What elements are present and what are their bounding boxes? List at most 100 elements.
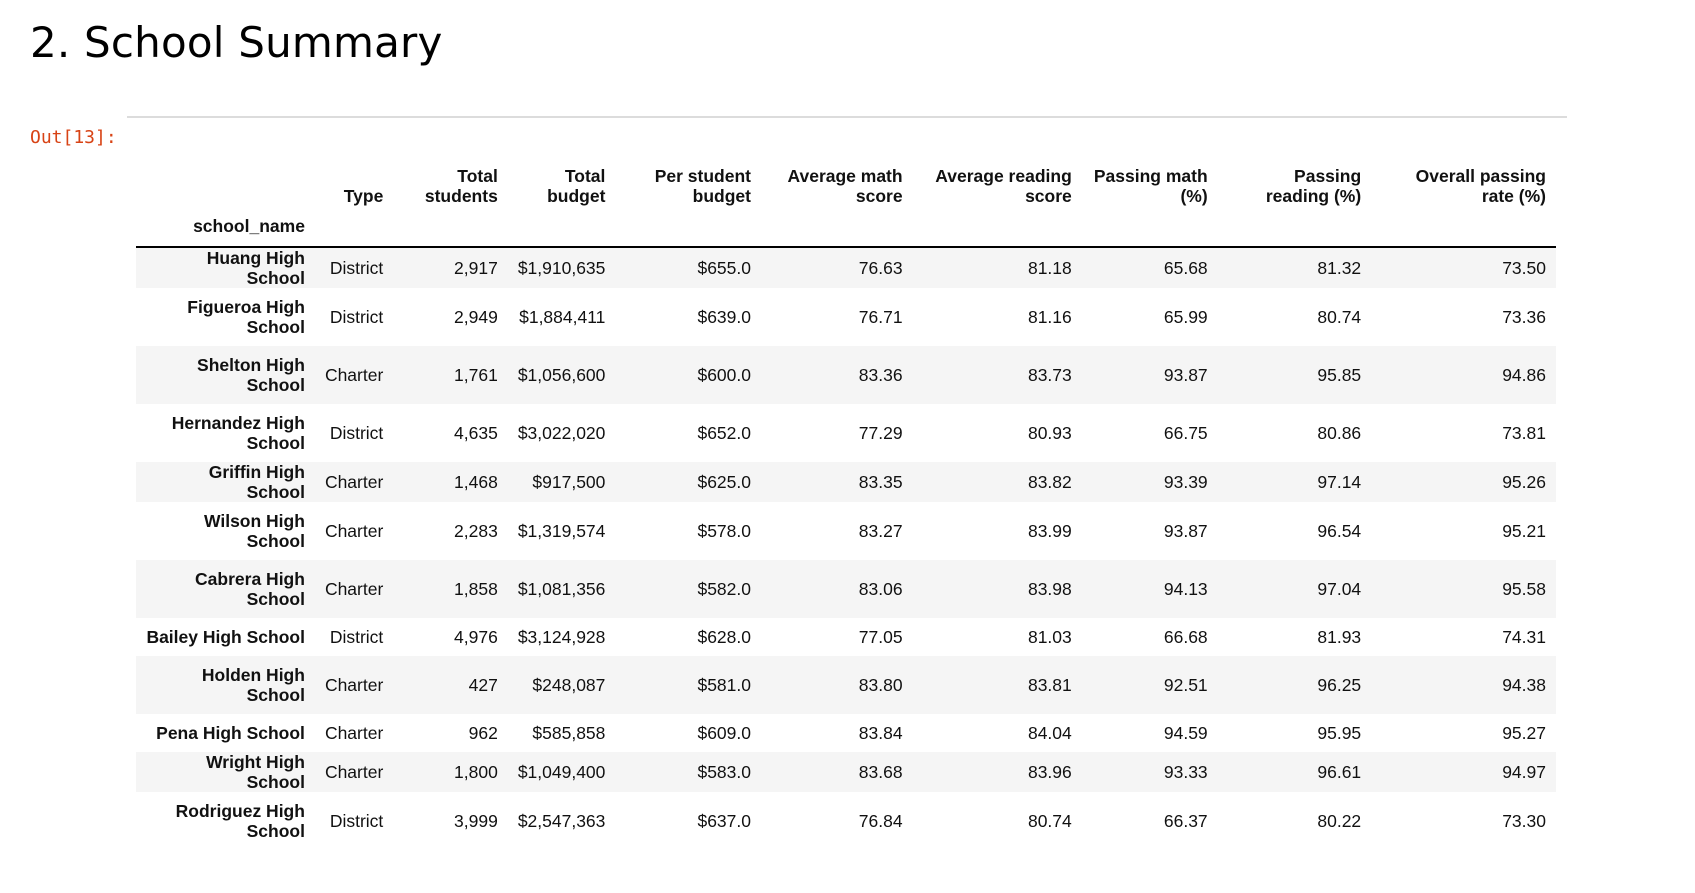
column-header-total-students: Total students (424, 166, 498, 206)
row-school-name: Griffin High School (208, 462, 305, 502)
table-row: Pena High School Charter 962 $585,858 $609.0… (136, 714, 1556, 752)
table-cell: $639.0 (697, 306, 751, 327)
table-body: Huang High School District 2,917 $1,910,635… (136, 247, 1556, 850)
table-cell: $3,124,928 (517, 626, 606, 647)
table-cell: 81.16 (1027, 306, 1072, 327)
table-row: Wright High School Charter 1,800 $1,049,400… (136, 752, 1556, 792)
table-cell: 73.30 (1502, 810, 1546, 831)
table-cell: 94.86 (1502, 364, 1546, 385)
table-cell: $585,858 (532, 722, 606, 743)
output-prompt: Out[13]: (30, 127, 117, 148)
row-school-name: Pena High School (156, 723, 305, 743)
table-row: Shelton High School Charter 1,761 $1,056,60… (136, 346, 1556, 404)
column-header-passing-reading: Passing reading (%) (1265, 166, 1362, 206)
table-cell: 76.71 (858, 306, 903, 327)
table-row: Wilson High School Charter 2,283 $1,319,574… (136, 502, 1556, 560)
table-cell: 94.59 (1163, 722, 1208, 743)
cell-divider (127, 116, 1567, 118)
table-cell: 76.63 (858, 257, 903, 278)
table-cell: 73.50 (1502, 257, 1546, 278)
school-summary-table: Type Total students Total budget Per stu… (136, 140, 1556, 850)
table-cell: 95.58 (1502, 578, 1546, 599)
table-cell: $625.0 (697, 471, 751, 492)
column-header-average-reading-score: Average reading score (935, 166, 1072, 206)
table-cell: 83.98 (1027, 578, 1072, 599)
table-cell: 94.38 (1502, 674, 1546, 695)
row-school-name: Bailey High School (146, 627, 305, 647)
table-cell: 83.68 (858, 761, 903, 782)
table-cell: 95.27 (1502, 722, 1546, 743)
table-cell: 96.25 (1317, 674, 1362, 695)
table-cell: District (329, 422, 384, 443)
table-cell: Charter (324, 471, 384, 492)
table-cell: $652.0 (697, 422, 751, 443)
table-cell: 95.85 (1317, 364, 1362, 385)
column-header-overall-passing-rate: Overall passing rate (%) (1415, 166, 1546, 206)
table-cell: 80.93 (1027, 422, 1072, 443)
table-cell: Charter (324, 722, 384, 743)
table-cell: 97.04 (1317, 578, 1362, 599)
row-school-name: Wright High School (206, 752, 305, 792)
table-cell: $1,319,574 (517, 520, 606, 541)
table-cell: $248,087 (532, 674, 606, 695)
table-row: Rodriguez High School District 3,999 $2,547… (136, 792, 1556, 850)
table-row: Holden High School Charter 427 $248,087 $581… (136, 656, 1556, 714)
table-cell: $582.0 (697, 578, 751, 599)
table-cell: 962 (468, 722, 498, 743)
table-cell: 83.36 (858, 364, 903, 385)
table-cell: $917,500 (532, 471, 606, 492)
table-cell: Charter (324, 578, 384, 599)
table-cell: Charter (324, 674, 384, 695)
table-cell: 4,976 (454, 626, 498, 647)
table-row: Cabrera High School Charter 1,858 $1,081,35… (136, 560, 1556, 618)
table-cell: 65.99 (1163, 306, 1208, 327)
table-cell: 81.18 (1027, 257, 1072, 278)
table-cell: $628.0 (697, 626, 751, 647)
table-cell: 80.22 (1317, 810, 1362, 831)
table-cell: 4,635 (454, 422, 498, 443)
table-cell: 2,283 (454, 520, 498, 541)
table-cell: 93.87 (1163, 520, 1208, 541)
table-cell: 94.97 (1502, 761, 1546, 782)
table-cell: $2,547,363 (517, 810, 606, 831)
index-name-header: school_name (193, 216, 305, 236)
table-cell: 96.61 (1317, 761, 1362, 782)
table-cell: $600.0 (697, 364, 751, 385)
table-cell: District (329, 810, 384, 831)
section-heading: 2. School Summary (30, 18, 443, 67)
table-cell: 73.81 (1502, 422, 1546, 443)
table-cell: 81.93 (1317, 626, 1362, 647)
row-school-name: Rodriguez High School (175, 801, 305, 841)
table-cell: $1,049,400 (517, 761, 606, 782)
column-header-passing-math: Passing math (%) (1093, 166, 1208, 206)
table-cell: 83.84 (858, 722, 903, 743)
table-cell: 83.35 (858, 471, 903, 492)
table-cell: 93.87 (1163, 364, 1208, 385)
table-cell: 83.80 (858, 674, 903, 695)
table-row: Bailey High School District 4,976 $3,124,92… (136, 618, 1556, 656)
table-cell: Charter (324, 364, 384, 385)
table-cell: 83.06 (858, 578, 903, 599)
table-cell: 94.13 (1163, 578, 1208, 599)
table-cell: 1,800 (454, 761, 498, 782)
table-cell: $581.0 (697, 674, 751, 695)
index-name-row: school_name (136, 212, 1556, 247)
table-cell: 95.21 (1502, 520, 1546, 541)
row-school-name: Hernandez High School (171, 413, 305, 453)
column-header-average-math-score: Average math score (787, 166, 903, 206)
table-cell: 2,949 (454, 306, 498, 327)
index-corner (136, 140, 315, 212)
table-cell: 77.05 (858, 626, 903, 647)
table-cell: $1,056,600 (517, 364, 606, 385)
table-cell: $1,081,356 (517, 578, 606, 599)
table-cell: 83.81 (1027, 674, 1072, 695)
table-cell: 74.31 (1502, 626, 1546, 647)
table-cell: 73.36 (1502, 306, 1546, 327)
table-cell: $578.0 (697, 520, 751, 541)
column-header-row: Type Total students Total budget Per stu… (136, 140, 1556, 212)
table-cell: District (329, 306, 384, 327)
table-row: Huang High School District 2,917 $1,910,635… (136, 247, 1556, 288)
table-cell: 81.32 (1317, 257, 1362, 278)
table-cell: $1,884,411 (519, 306, 606, 327)
